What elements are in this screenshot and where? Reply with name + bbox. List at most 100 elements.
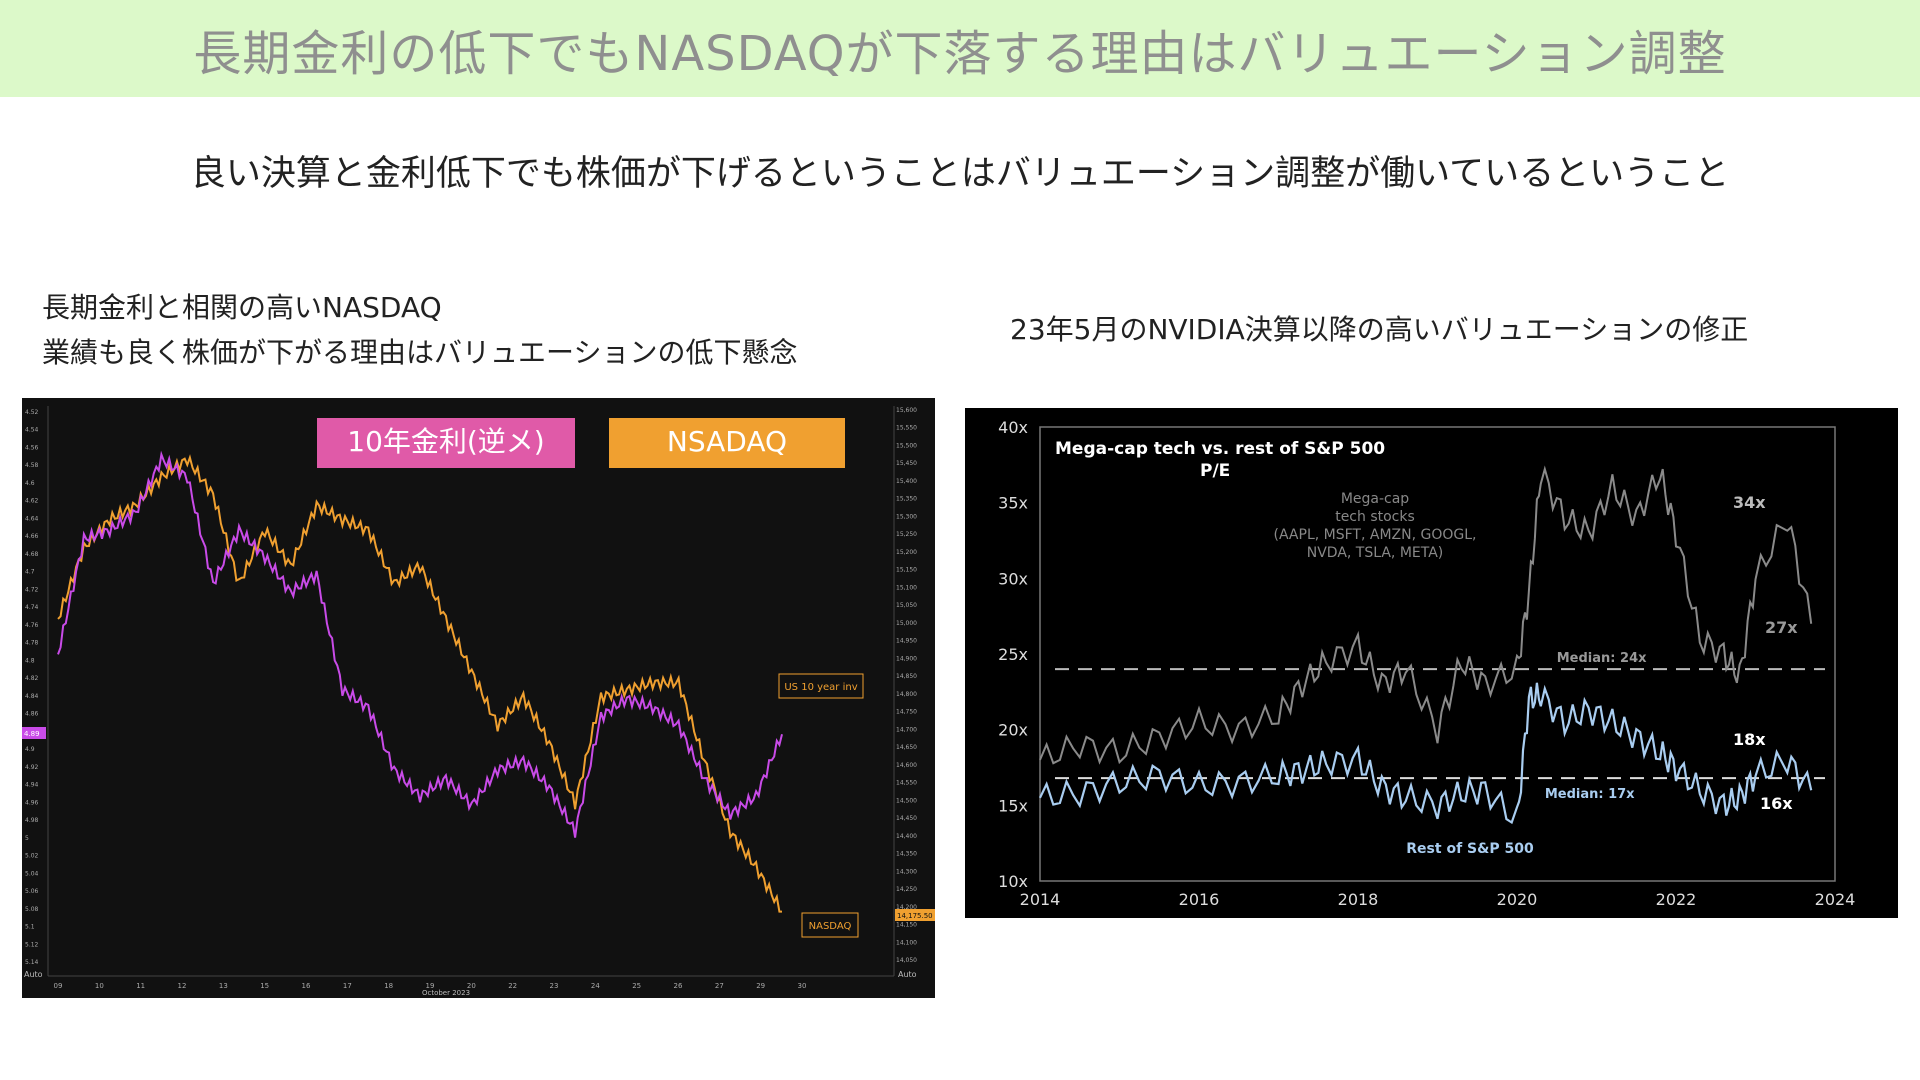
left-axis-tick-label: 4.54	[25, 427, 39, 434]
rate-last-value: 4.89	[24, 730, 40, 738]
right-axis-tick-label: 15,150	[896, 567, 917, 574]
x-axis-tick-label: 24	[591, 982, 600, 990]
chart-subtitle: P/E	[1200, 461, 1230, 481]
x-axis-tick-label: 2016	[1179, 890, 1220, 909]
left-caption-line1: 長期金利と相関の高いNASDAQ	[42, 291, 442, 324]
left-axis-tick-label: 4.68	[25, 551, 39, 558]
y-axis-tick-label: 20x	[998, 721, 1028, 740]
x-axis-tick-label: 09	[54, 982, 63, 990]
left-axis-tick-label: 4.92	[25, 764, 39, 771]
left-axis-tick-label: 4.66	[25, 533, 39, 540]
x-axis-tick-label: 30	[798, 982, 807, 990]
right-axis-tick-label: 14,250	[896, 886, 917, 893]
title-bar: 長期金利の低下でもNASDAQが下落する理由はバリュエーション調整	[0, 0, 1920, 97]
x-axis-tick-label: 2022	[1656, 890, 1697, 909]
x-axis-tick-label: 10	[95, 982, 104, 990]
tech-median-label: Median: 24x	[1557, 651, 1647, 666]
chart-title: Mega-cap tech vs. rest of S&P 500	[1055, 439, 1385, 459]
left-axis-tick-label: 4.82	[25, 675, 39, 682]
left-axis-tick-label: 4.64	[25, 515, 39, 522]
right-axis-tick-label: 14,900	[896, 655, 917, 662]
y-axis-tick-label: 25x	[998, 645, 1028, 664]
left-axis-tick-label: 4.86	[25, 711, 39, 718]
x-axis-tick-label: 23	[550, 982, 559, 990]
left-axis-tick-label: 5.14	[25, 959, 39, 966]
x-axis-tick-label: 29	[756, 982, 765, 990]
tech-label-line2: tech stocks	[1335, 509, 1415, 525]
right-axis-tick-label: 14,550	[896, 780, 917, 787]
left-axis-tick-label: 4.62	[25, 498, 39, 505]
x-axis-tick-label: 2018	[1338, 890, 1379, 909]
right-auto-label[interactable]: Auto	[898, 970, 917, 979]
x-axis-tick-label: 18	[384, 982, 393, 990]
x-axis-tick-label: 2020	[1497, 890, 1538, 909]
left-axis-tick-label: 4.6	[25, 480, 35, 487]
x-axis-caption: October 2023	[422, 989, 470, 997]
x-axis-tick-label: 16	[302, 982, 311, 990]
y-axis-tick-label: 30x	[998, 569, 1028, 588]
right-axis-tick-label: 15,550	[896, 425, 917, 432]
right-axis-tick-label: 14,750	[896, 709, 917, 716]
y-axis-tick-label: 35x	[998, 494, 1028, 513]
tech-last-label: 27x	[1765, 618, 1798, 637]
right-axis-tick-label: 14,200	[896, 904, 917, 911]
tech-peak-label: 34x	[1733, 493, 1766, 512]
rest-of-sp500-series-line	[1039, 682, 1813, 825]
right-axis-tick-label: 14,850	[896, 673, 917, 680]
pe-comparison-chart: 10x 15x 20x 25x 30x 35x 40x 2014 2016 2018 2020 20…	[965, 408, 1898, 918]
right-axis-tick-label: 15,500	[896, 442, 917, 449]
right-axis-tick-label: 14,950	[896, 638, 917, 645]
x-axis-tick-label: 22	[508, 982, 517, 990]
right-axis-tick-label: 14,400	[896, 833, 917, 840]
right-axis-tick-label: 14,500	[896, 797, 917, 804]
y-axis-tick-label: 15x	[998, 796, 1028, 815]
right-axis-tick-label: 15,050	[896, 602, 917, 609]
left-axis-tick-label: 4.52	[25, 409, 39, 416]
x-axis-tick-label: 11	[136, 982, 145, 990]
us10y-inverted-series-line	[57, 450, 783, 838]
left-axis-tick-label: 4.74	[25, 604, 39, 611]
plot-frame	[1039, 426, 1836, 882]
nasdaq-last-value-badge	[895, 909, 935, 921]
nasdaq-series-tag: NASDAQ	[809, 921, 852, 932]
rate-vs-nasdaq-chart: 4.52 4.54 4.56 4.58 4.6 4.62 4.64 4.66 4.68 4.7 4.…	[22, 398, 935, 998]
left-axis-tick-label: 5.1	[25, 924, 35, 931]
left-axis-tick-label: 4.7	[25, 569, 35, 576]
right-axis-tick-label: 14,700	[896, 726, 917, 733]
nasdaq-series-tag-box	[801, 912, 859, 938]
x-axis-tick-label: 2014	[1020, 890, 1061, 909]
tech-label-line1: Mega-cap	[1341, 491, 1409, 507]
left-axis-tick-label: 5.04	[25, 870, 39, 877]
right-axis-tick-label: 15,250	[896, 531, 917, 538]
x-axis-tick-label: 2024	[1815, 890, 1856, 909]
left-axis-tick-label: 4.98	[25, 817, 39, 824]
left-axis-tick-label: 4.9	[25, 746, 35, 753]
left-axis-tick-label: 4.94	[25, 782, 39, 789]
right-axis-tick-label: 14,050	[896, 957, 917, 964]
nasdaq-last-value: 14,175.50	[897, 912, 933, 920]
rate-last-value-badge	[22, 727, 46, 739]
right-axis-tick-label: 15,000	[896, 620, 917, 627]
page-subtitle: 良い決算と金利低下でも株価が下げるということはバリュエーション調整が働いていると…	[190, 154, 1730, 194]
right-axis-tick-label: 15,450	[896, 460, 917, 467]
x-axis-tick-label: 19	[426, 982, 435, 990]
right-axis-tick-label: 14,450	[896, 815, 917, 822]
right-axis-tick-label: 14,800	[896, 691, 917, 698]
left-axis-tick-label: 4.78	[25, 640, 39, 647]
rest-peak-label: 18x	[1733, 730, 1766, 749]
us10y-series-tag: US 10 year inv	[784, 682, 857, 693]
left-auto-label[interactable]: Auto	[24, 970, 43, 979]
rest-median-label: Median: 17x	[1545, 787, 1635, 802]
rate-legend-badge	[317, 418, 575, 468]
right-axis-tick-label: 14,300	[896, 868, 917, 875]
right-axis-tick-label: 15,300	[896, 513, 917, 520]
page-title: 長期金利の低下でもNASDAQが下落する理由はバリュエーション調整	[193, 25, 1727, 82]
right-axis-tick-label: 14,350	[896, 851, 917, 858]
rest-last-label: 16x	[1760, 794, 1793, 813]
left-axis-tick-label: 5.06	[25, 888, 39, 895]
right-axis-tick-label: 15,200	[896, 549, 917, 556]
right-axis-tick-label: 14,650	[896, 744, 917, 751]
nasdaq-legend-badge	[609, 418, 845, 468]
tech-label-line3: (AAPL, MSFT, AMZN, GOOGL,	[1274, 527, 1477, 543]
left-axis-tick-label: 4.84	[25, 693, 39, 700]
